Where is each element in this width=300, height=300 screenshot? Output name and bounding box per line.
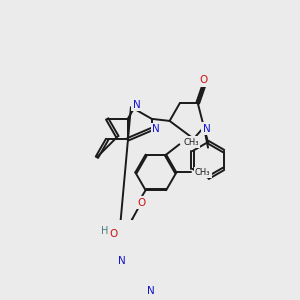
- Text: CH₃: CH₃: [183, 138, 199, 147]
- Text: N: N: [118, 256, 126, 266]
- Text: O: O: [109, 229, 117, 238]
- Text: N: N: [133, 100, 141, 110]
- Text: N: N: [147, 286, 154, 296]
- Text: CH₃: CH₃: [195, 168, 210, 177]
- Text: N: N: [203, 124, 211, 134]
- Text: O: O: [137, 198, 145, 208]
- Text: O: O: [200, 75, 208, 85]
- Text: H: H: [101, 226, 108, 236]
- Text: N: N: [152, 124, 160, 134]
